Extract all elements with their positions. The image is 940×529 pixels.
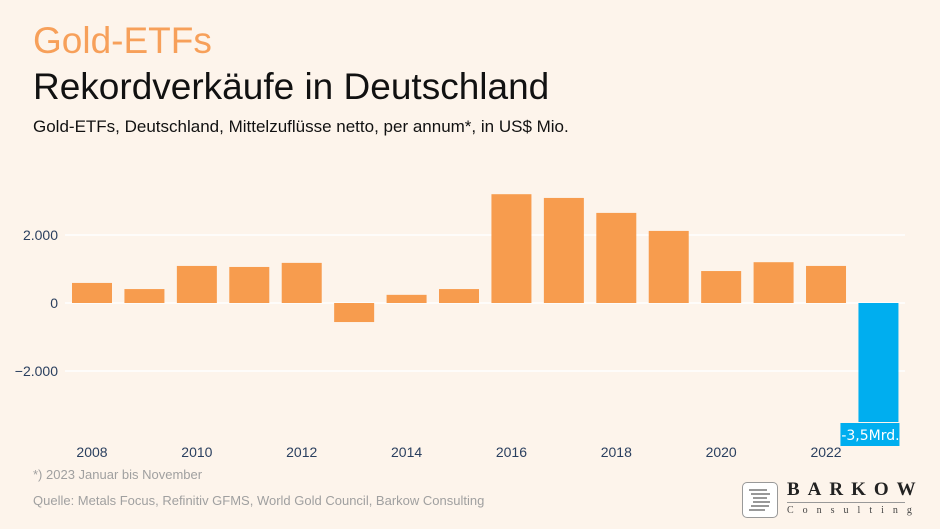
x-tick-label: 2014 (391, 444, 422, 460)
bar-2012 (281, 262, 322, 303)
x-tick-label: 2008 (76, 444, 107, 460)
bar-2020 (701, 271, 742, 303)
bar-2014 (386, 294, 427, 303)
y-tick-label: 0 (50, 295, 58, 311)
x-tick-label: 2020 (706, 444, 737, 460)
x-tick-label: 2018 (601, 444, 632, 460)
page-title: Rekordverkäufe in Deutschland (33, 66, 550, 107)
kicker: Gold-ETFs (33, 20, 212, 61)
bar-2013 (334, 303, 375, 323)
source: Quelle: Metals Focus, Refinitiv GFMS, Wo… (33, 493, 485, 508)
bar-2010 (176, 265, 217, 303)
bar-2022 (806, 265, 847, 303)
bar-2017 (543, 197, 584, 303)
x-tick-label: 2016 (496, 444, 527, 460)
bar-2016 (491, 194, 532, 303)
bar-2019 (648, 230, 689, 303)
bar-2008 (72, 282, 112, 303)
bar-chart: 2.000 0 −2.000 2008 2010 2012 2014 2016 2018 2020… (15, 194, 905, 460)
x-tick-label: 2012 (286, 444, 317, 460)
bar-2021 (753, 262, 794, 303)
bar-2011 (229, 266, 270, 303)
data-label: -3,5Mrd. (841, 428, 899, 444)
x-tick-label: 2022 (810, 444, 841, 460)
barkow-logo: BARKOW Consulting (742, 479, 916, 519)
bar-2018 (596, 212, 637, 303)
footnote: *) 2023 Januar bis November (33, 467, 203, 482)
bar-2009 (124, 289, 165, 303)
logo-mark-icon (742, 482, 778, 518)
annotation-box (840, 423, 900, 446)
y-tick-label: 2.000 (23, 227, 58, 243)
subtitle: Gold-ETFs, Deutschland, Mittelzuflüsse n… (33, 117, 569, 136)
x-tick-label: 2010 (181, 444, 212, 460)
y-tick-label: −2.000 (15, 363, 58, 379)
bar-2023 (858, 303, 899, 422)
bar-2015 (439, 289, 480, 303)
